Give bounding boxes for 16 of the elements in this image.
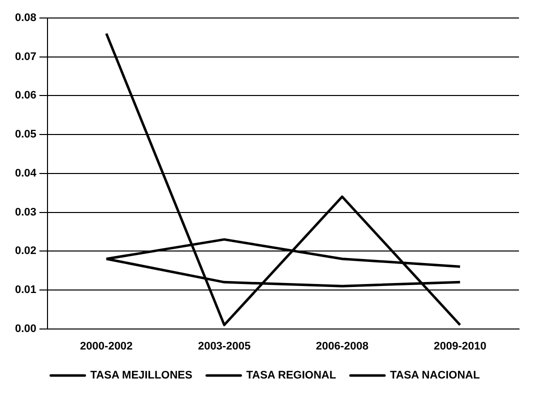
- x-tick-label: 2003-2005: [198, 340, 251, 352]
- y-tick-label: 0.07: [14, 50, 36, 63]
- legend-label: TASA REGIONAL: [246, 370, 336, 382]
- y-tick-label: 0.06: [14, 90, 36, 102]
- x-tick-label: 2006-2008: [316, 340, 368, 352]
- y-tick-label: 0.08: [14, 12, 36, 24]
- y-tick-label: 0.04: [14, 167, 38, 180]
- y-tick-label: 0.05: [14, 128, 36, 141]
- y-tick-label: 0.02: [14, 245, 36, 258]
- y-tick-label: 0.03: [14, 206, 36, 218]
- x-tick-label: 2000-2002: [80, 340, 133, 352]
- x-tick-label: 2009-2010: [434, 340, 486, 352]
- legend-label: TASA NACIONAL: [390, 370, 480, 382]
- legend-label: TASA MEJILLONES: [90, 370, 192, 382]
- y-tick-label: 0.01: [14, 284, 36, 296]
- y-tick-label: 0.00: [14, 322, 36, 335]
